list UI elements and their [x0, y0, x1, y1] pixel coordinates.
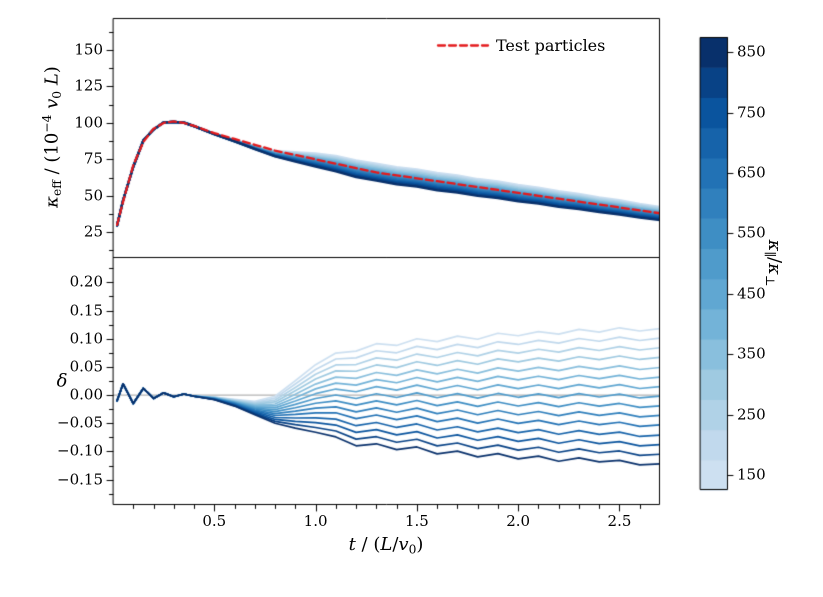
ytick-label-top: 75 — [83, 149, 103, 168]
ytick-label-top: 25 — [83, 222, 103, 241]
label-part: v — [41, 98, 63, 109]
ytick-label-top: 50 — [83, 186, 103, 205]
cbar-tick-label: 450 — [737, 284, 766, 303]
cbar-tick-label: 850 — [737, 42, 766, 61]
label-part: / — [392, 534, 399, 555]
cbar-tick-label: 750 — [737, 103, 766, 121]
cbar-tick-label: 250 — [737, 405, 766, 423]
label-part: / ( — [355, 534, 381, 555]
cbar-tick-label: 150 — [737, 465, 766, 484]
cbar-tick-label: 350 — [737, 344, 766, 363]
ytick-label-top: 100 — [74, 113, 103, 132]
label-part: L — [41, 73, 63, 86]
x-axis-label: t / (L/v0) — [349, 534, 424, 556]
label-part: t — [348, 534, 356, 555]
xtick-label: 1.0 — [303, 512, 328, 530]
bottom-y-axis-label: δ — [57, 371, 68, 392]
xtick-label: 1.5 — [404, 512, 429, 530]
ytick-label-top: 125 — [74, 76, 103, 95]
label-part: 0 — [49, 90, 64, 99]
ytick-label-bottom: −0.10 — [57, 441, 103, 460]
label-part: ) — [41, 66, 63, 74]
ytick-label-bottom: −0.15 — [57, 470, 103, 489]
top-y-axis-label: κeff / (10−4 v0 L) — [40, 66, 64, 208]
label-part: ) — [416, 534, 424, 555]
ytick-label-top: 150 — [74, 40, 103, 59]
label-part: κ — [764, 239, 786, 252]
ytick-label-bottom: 0.00 — [69, 385, 103, 404]
label-part: eff — [49, 180, 64, 197]
cbar-tick-label: 650 — [737, 163, 766, 182]
ytick-label-bottom: 0.05 — [69, 357, 103, 376]
label-part — [41, 85, 62, 91]
label-part: / (10 — [41, 132, 63, 181]
label-part — [41, 109, 62, 115]
label-part: κ — [764, 263, 786, 275]
ytick-label-bottom: 0.10 — [69, 329, 103, 348]
xtick-label: 0.5 — [202, 512, 227, 530]
ytick-label-bottom: −0.05 — [57, 413, 103, 432]
label-part: δ — [56, 370, 68, 392]
cbar-tick-label: 550 — [737, 223, 766, 242]
ytick-label-bottom: 0.20 — [69, 272, 103, 291]
label-part: κ — [41, 196, 63, 208]
xtick-label: 2.0 — [506, 512, 531, 530]
label-part: L — [380, 534, 393, 555]
colorbar-label: κ∥/κ⊥ — [763, 240, 785, 287]
xtick-label: 2.5 — [607, 512, 632, 530]
legend-label: Test particles — [496, 36, 606, 55]
label-part: 0 — [408, 542, 417, 557]
ytick-label-bottom: 0.15 — [69, 301, 103, 320]
label-part: v — [398, 534, 409, 555]
label-part: −4 — [40, 114, 55, 133]
